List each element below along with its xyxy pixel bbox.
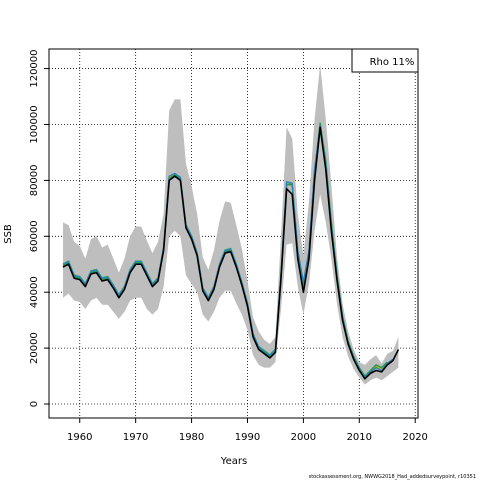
y-tick-label-1: 20000 <box>29 332 40 364</box>
series-line-0 <box>62 126 400 380</box>
y-axis-title: SSB <box>3 224 14 244</box>
x-tick-label-0: 1960 <box>67 432 92 443</box>
y-tick-label-5: 100000 <box>29 105 40 143</box>
legend-text: Rho 11% <box>370 57 415 68</box>
legend-box <box>351 48 419 73</box>
x-tick-label-6: 2020 <box>402 432 427 443</box>
y-tick-label-2: 40000 <box>29 276 40 308</box>
x-tick-label-3: 1990 <box>235 432 260 443</box>
x-tick-label-5: 2010 <box>347 432 372 443</box>
y-tick-label-6: 120000 <box>29 49 40 87</box>
axes: 1960 1970 1980 1990 2000 2010 2020 0 20000 40000 6… <box>29 49 428 443</box>
x-axis-title: Years <box>220 456 247 467</box>
x-tick-label-2: 1980 <box>179 432 204 443</box>
series-layer <box>62 122 400 380</box>
confidence-band <box>62 64 399 385</box>
y-tick-label-4: 80000 <box>29 164 40 196</box>
y-tick-label-3: 60000 <box>29 220 40 252</box>
footnote: stockassessment.org, NWWG2018_Had_addeds… <box>309 474 476 480</box>
x-tick-label-1: 1970 <box>123 432 148 443</box>
y-tick-label-0: 0 <box>29 401 40 407</box>
legend: Rho 11% <box>351 48 419 73</box>
confidence-band-layer <box>62 64 399 385</box>
plot-frame <box>48 48 419 419</box>
x-tick-label-4: 2000 <box>291 432 316 443</box>
